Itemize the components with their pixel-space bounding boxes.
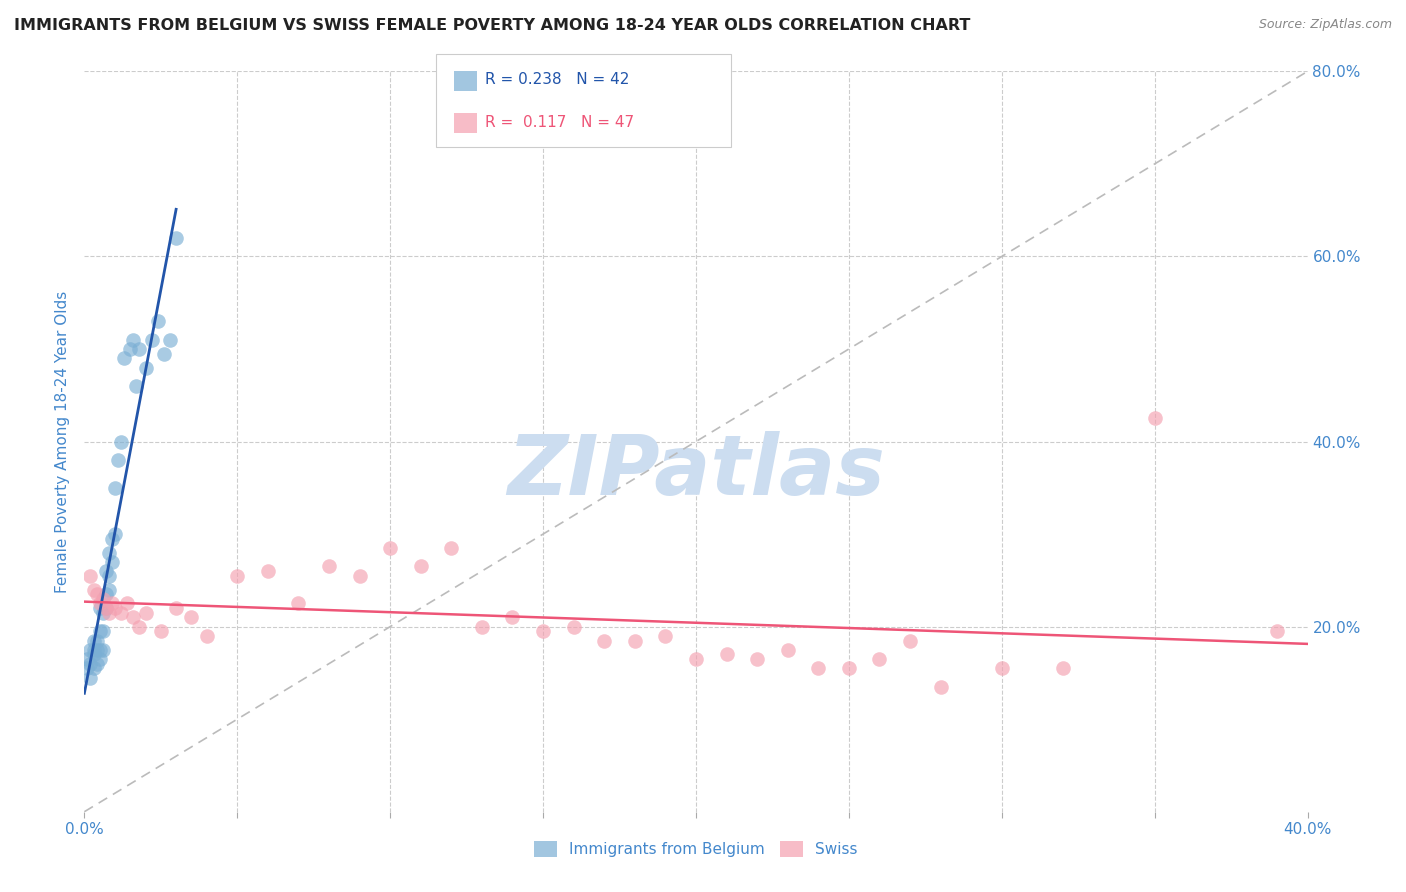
Point: [86, 587, 108, 601]
Point: [104, 527, 127, 541]
Point: [120, 342, 142, 356]
Point: [83, 642, 105, 657]
Point: [89, 624, 111, 639]
Point: [776, 642, 799, 657]
Point: [89, 652, 111, 666]
Point: [83, 648, 105, 662]
Point: [125, 379, 148, 393]
Point: [128, 342, 150, 356]
Point: [593, 633, 616, 648]
Point: [107, 453, 129, 467]
Point: [94, 601, 117, 615]
Point: [624, 633, 647, 648]
Point: [104, 601, 127, 615]
Point: [159, 333, 181, 347]
Point: [101, 597, 124, 611]
Point: [91, 642, 114, 657]
Text: R = 0.238   N = 42: R = 0.238 N = 42: [485, 72, 630, 87]
Point: [94, 564, 117, 578]
Point: [165, 231, 187, 245]
Point: [91, 624, 114, 639]
Point: [747, 652, 769, 666]
Point: [115, 597, 138, 611]
Y-axis label: Female Poverty Among 18-24 Year Olds: Female Poverty Among 18-24 Year Olds: [55, 291, 70, 592]
Point: [807, 661, 830, 675]
Point: [991, 661, 1014, 675]
Point: [122, 610, 145, 624]
Point: [180, 610, 202, 624]
Point: [1052, 661, 1074, 675]
Point: [898, 633, 921, 648]
Point: [380, 541, 402, 555]
Point: [94, 587, 117, 601]
Point: [287, 597, 309, 611]
Point: [79, 642, 101, 657]
Point: [349, 568, 371, 582]
Point: [471, 619, 494, 633]
Point: [226, 568, 249, 582]
Text: ZIPatlas: ZIPatlas: [508, 431, 884, 512]
Point: [716, 648, 738, 662]
Text: Source: ZipAtlas.com: Source: ZipAtlas.com: [1258, 18, 1392, 31]
Point: [502, 610, 524, 624]
Point: [86, 633, 108, 648]
Point: [89, 601, 111, 615]
Point: [94, 601, 117, 615]
Point: [141, 333, 163, 347]
Point: [128, 619, 150, 633]
Point: [153, 346, 176, 360]
Point: [101, 532, 124, 546]
Point: [135, 606, 157, 620]
Point: [112, 351, 135, 366]
Point: [83, 633, 105, 648]
Point: [318, 559, 340, 574]
Point: [97, 545, 120, 560]
Point: [838, 661, 860, 675]
Point: [86, 657, 108, 671]
Point: [97, 606, 120, 620]
Legend: Immigrants from Belgium, Swiss: Immigrants from Belgium, Swiss: [529, 835, 863, 863]
Point: [685, 652, 707, 666]
Text: IMMIGRANTS FROM BELGIUM VS SWISS FEMALE POVERTY AMONG 18-24 YEAR OLDS CORRELATIO: IMMIGRANTS FROM BELGIUM VS SWISS FEMALE …: [14, 18, 970, 33]
Point: [562, 619, 585, 633]
Point: [165, 601, 187, 615]
Point: [122, 333, 145, 347]
Point: [79, 568, 101, 582]
Point: [89, 642, 111, 657]
Point: [86, 642, 108, 657]
Point: [110, 606, 132, 620]
Point: [79, 671, 101, 685]
Point: [101, 555, 124, 569]
Point: [146, 314, 169, 328]
Point: [1265, 624, 1288, 639]
Point: [91, 591, 114, 606]
Point: [149, 624, 172, 639]
Point: [76, 652, 98, 666]
Point: [869, 652, 891, 666]
Point: [654, 629, 676, 643]
Point: [1143, 411, 1166, 425]
Point: [195, 629, 218, 643]
Point: [257, 564, 280, 578]
Point: [97, 582, 120, 597]
Point: [91, 606, 114, 620]
Point: [531, 624, 554, 639]
Point: [929, 680, 952, 694]
Text: R =  0.117   N = 47: R = 0.117 N = 47: [485, 115, 634, 130]
Point: [409, 559, 432, 574]
Point: [89, 597, 111, 611]
Point: [97, 568, 120, 582]
Point: [83, 582, 105, 597]
Point: [79, 657, 101, 671]
Point: [76, 661, 98, 675]
Point: [135, 360, 157, 375]
Point: [110, 434, 132, 449]
Point: [83, 661, 105, 675]
Point: [104, 481, 127, 495]
Point: [440, 541, 463, 555]
